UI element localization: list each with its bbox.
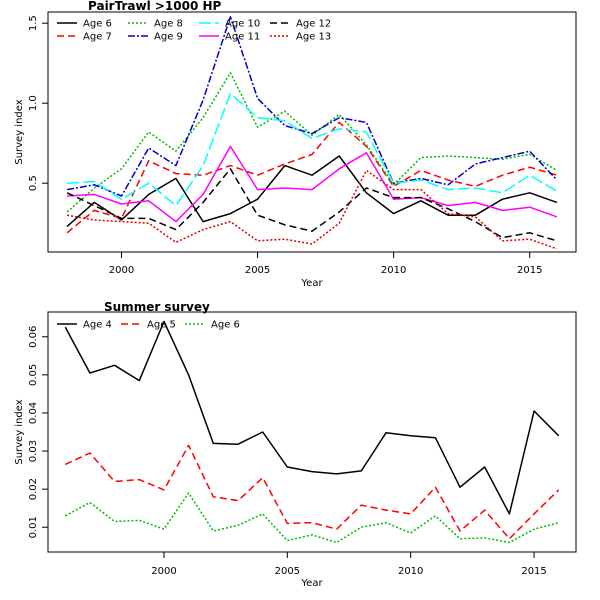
x-tick-label: 2005 (275, 566, 300, 577)
legend-label: Age 6 (83, 19, 112, 30)
y-tick-label: 0.5 (28, 175, 39, 191)
series-line-age-10 (67, 92, 558, 207)
y-axis-title: Survey index (14, 399, 25, 464)
y-tick-label: 1.0 (28, 95, 39, 111)
y-tick-label: 0.02 (28, 478, 39, 500)
series-line-age-7 (66, 121, 558, 234)
series-line-age-8 (66, 72, 558, 213)
legend-label: Age 11 (225, 32, 260, 43)
y-tick-label: 1.5 (28, 15, 39, 31)
series-line-age-12 (66, 168, 558, 242)
x-axis-title: Year (300, 278, 323, 289)
legend-label: Age 5 (147, 320, 176, 331)
chart-title: Summer survey (104, 300, 210, 314)
y-tick-label: 0.06 (28, 326, 39, 348)
y-tick-label: 0.05 (28, 364, 39, 386)
series-line-age-6 (66, 155, 558, 227)
legend-label: Age 4 (83, 320, 112, 331)
legend-label: Age 13 (296, 32, 331, 43)
chart-panel-1: 2000 2005 2010 2015 0.5 1.0 1.5 Year Survey inde… (14, 0, 577, 289)
x-tick-label: 2005 (245, 265, 270, 276)
legend: Age 4 Age 5 Age 6 (57, 320, 240, 331)
x-tick-label: 2010 (398, 566, 423, 577)
x-tick-label: 2000 (109, 265, 134, 276)
legend-label: Age 9 (154, 32, 183, 43)
plot-frame (47, 311, 577, 553)
plot-frame (47, 11, 577, 253)
x-axis-title: Year (300, 578, 323, 589)
y-tick-label: 0.01 (28, 516, 39, 538)
y-tick-label: 0.04 (28, 402, 39, 424)
chart-title: PairTrawl >1000 HP (88, 0, 222, 13)
series-line-age-11 (67, 145, 558, 223)
x-tick-label: 2015 (517, 265, 542, 276)
x-tick-label: 2010 (381, 265, 406, 276)
series-line-age-9 (66, 16, 558, 197)
y-axis-title: Survey index (14, 99, 25, 164)
legend-label: Age 7 (83, 32, 112, 43)
series-line-age-6 (64, 492, 559, 544)
legend-label: Age 6 (211, 320, 240, 331)
legend: Age 6 Age 7 Age 8 Age 9 Age 10 Age 11 Age 12 Ag… (57, 19, 331, 43)
series-line-age-5 (64, 444, 560, 540)
x-tick-label: 2015 (521, 566, 546, 577)
x-tick-label: 2000 (151, 566, 176, 577)
legend-label: Age 10 (225, 19, 260, 30)
legend-label: Age 12 (296, 19, 331, 30)
series-line-age-4 (64, 320, 560, 515)
chart-panel-2: 2000 2005 2010 2015 0.01 0.02 0.03 0.04 0.05 0.06… (14, 300, 577, 589)
legend-label: Age 8 (154, 19, 183, 30)
y-tick-label: 0.03 (28, 440, 39, 462)
